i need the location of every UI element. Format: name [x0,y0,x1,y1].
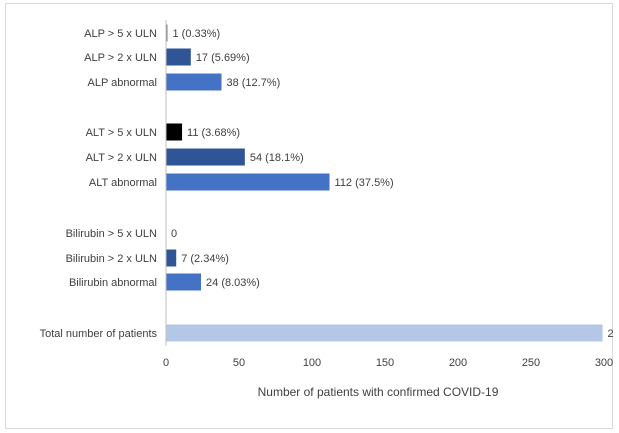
x-tick-label-5: 250 [522,357,540,369]
data-label-3: 11 (3.68%) [187,127,240,139]
bar-9 [166,324,603,342]
category-label-8: Bilirubin abnormal [69,277,157,289]
bar-5 [166,173,330,191]
bar-8 [166,273,202,291]
x-tick-labels-layer: 0 50 100 150 200 250 300 [163,357,613,369]
category-label-3: ALT > 5 x ULN [86,127,157,139]
chart-frame: ALP > 5 x ULN ALP > 2 x ULN ALP abnormal AL… [5,3,614,429]
x-tick-label-2: 100 [303,357,321,369]
data-label-4: 54 (18.1%) [250,152,304,164]
bar-0 [166,24,168,42]
category-label-6: Bilirubin > 5 x ULN [66,228,157,240]
data-label-0: 1 (0.33%) [173,28,221,40]
category-label-2: ALP abnormal [87,77,157,89]
category-label-5: ALT abnormal [89,177,157,189]
category-label-9: Total number of patients [40,328,158,340]
bar-4 [166,148,245,166]
data-label-8: 24 (8.03%) [206,277,260,289]
bar-3 [166,123,183,141]
bar-chart: ALP > 5 x ULN ALP > 2 x ULN ALP abnormal AL… [40,20,614,399]
data-labels-layer: 1 (0.33%) 17 (5.69%) 38 (12.7%) 11 (3.68%) 5… [171,28,614,340]
bars-layer [166,24,603,342]
category-label-1: ALP > 2 x ULN [84,52,157,64]
x-tick-label-0: 0 [163,357,169,369]
data-label-2: 38 (12.7%) [226,77,280,89]
category-label-7: Bilirubin > 2 x ULN [66,253,157,265]
category-label-0: ALP > 5 x ULN [84,28,157,40]
bar-1 [166,48,191,66]
category-labels-layer: ALP > 5 x ULN ALP > 2 x ULN ALP abnormal AL… [40,28,158,340]
x-tick-label-3: 150 [376,357,394,369]
data-label-1: 17 (5.69%) [196,52,250,64]
data-label-5: 112 (37.5%) [335,177,394,189]
x-axis-title: Number of patients with confirmed COVID-… [258,385,499,399]
data-label-7: 7 (2.34%) [181,253,229,265]
x-tick-label-4: 200 [449,357,467,369]
data-label-6: 0 [171,228,177,240]
bar-7 [166,249,177,267]
category-label-4: ALT > 2 x ULN [86,152,157,164]
x-tick-label-1: 50 [233,357,245,369]
bar-2 [166,73,222,91]
x-tick-label-6: 300 [595,357,613,369]
data-label-9: 299 [608,328,614,340]
